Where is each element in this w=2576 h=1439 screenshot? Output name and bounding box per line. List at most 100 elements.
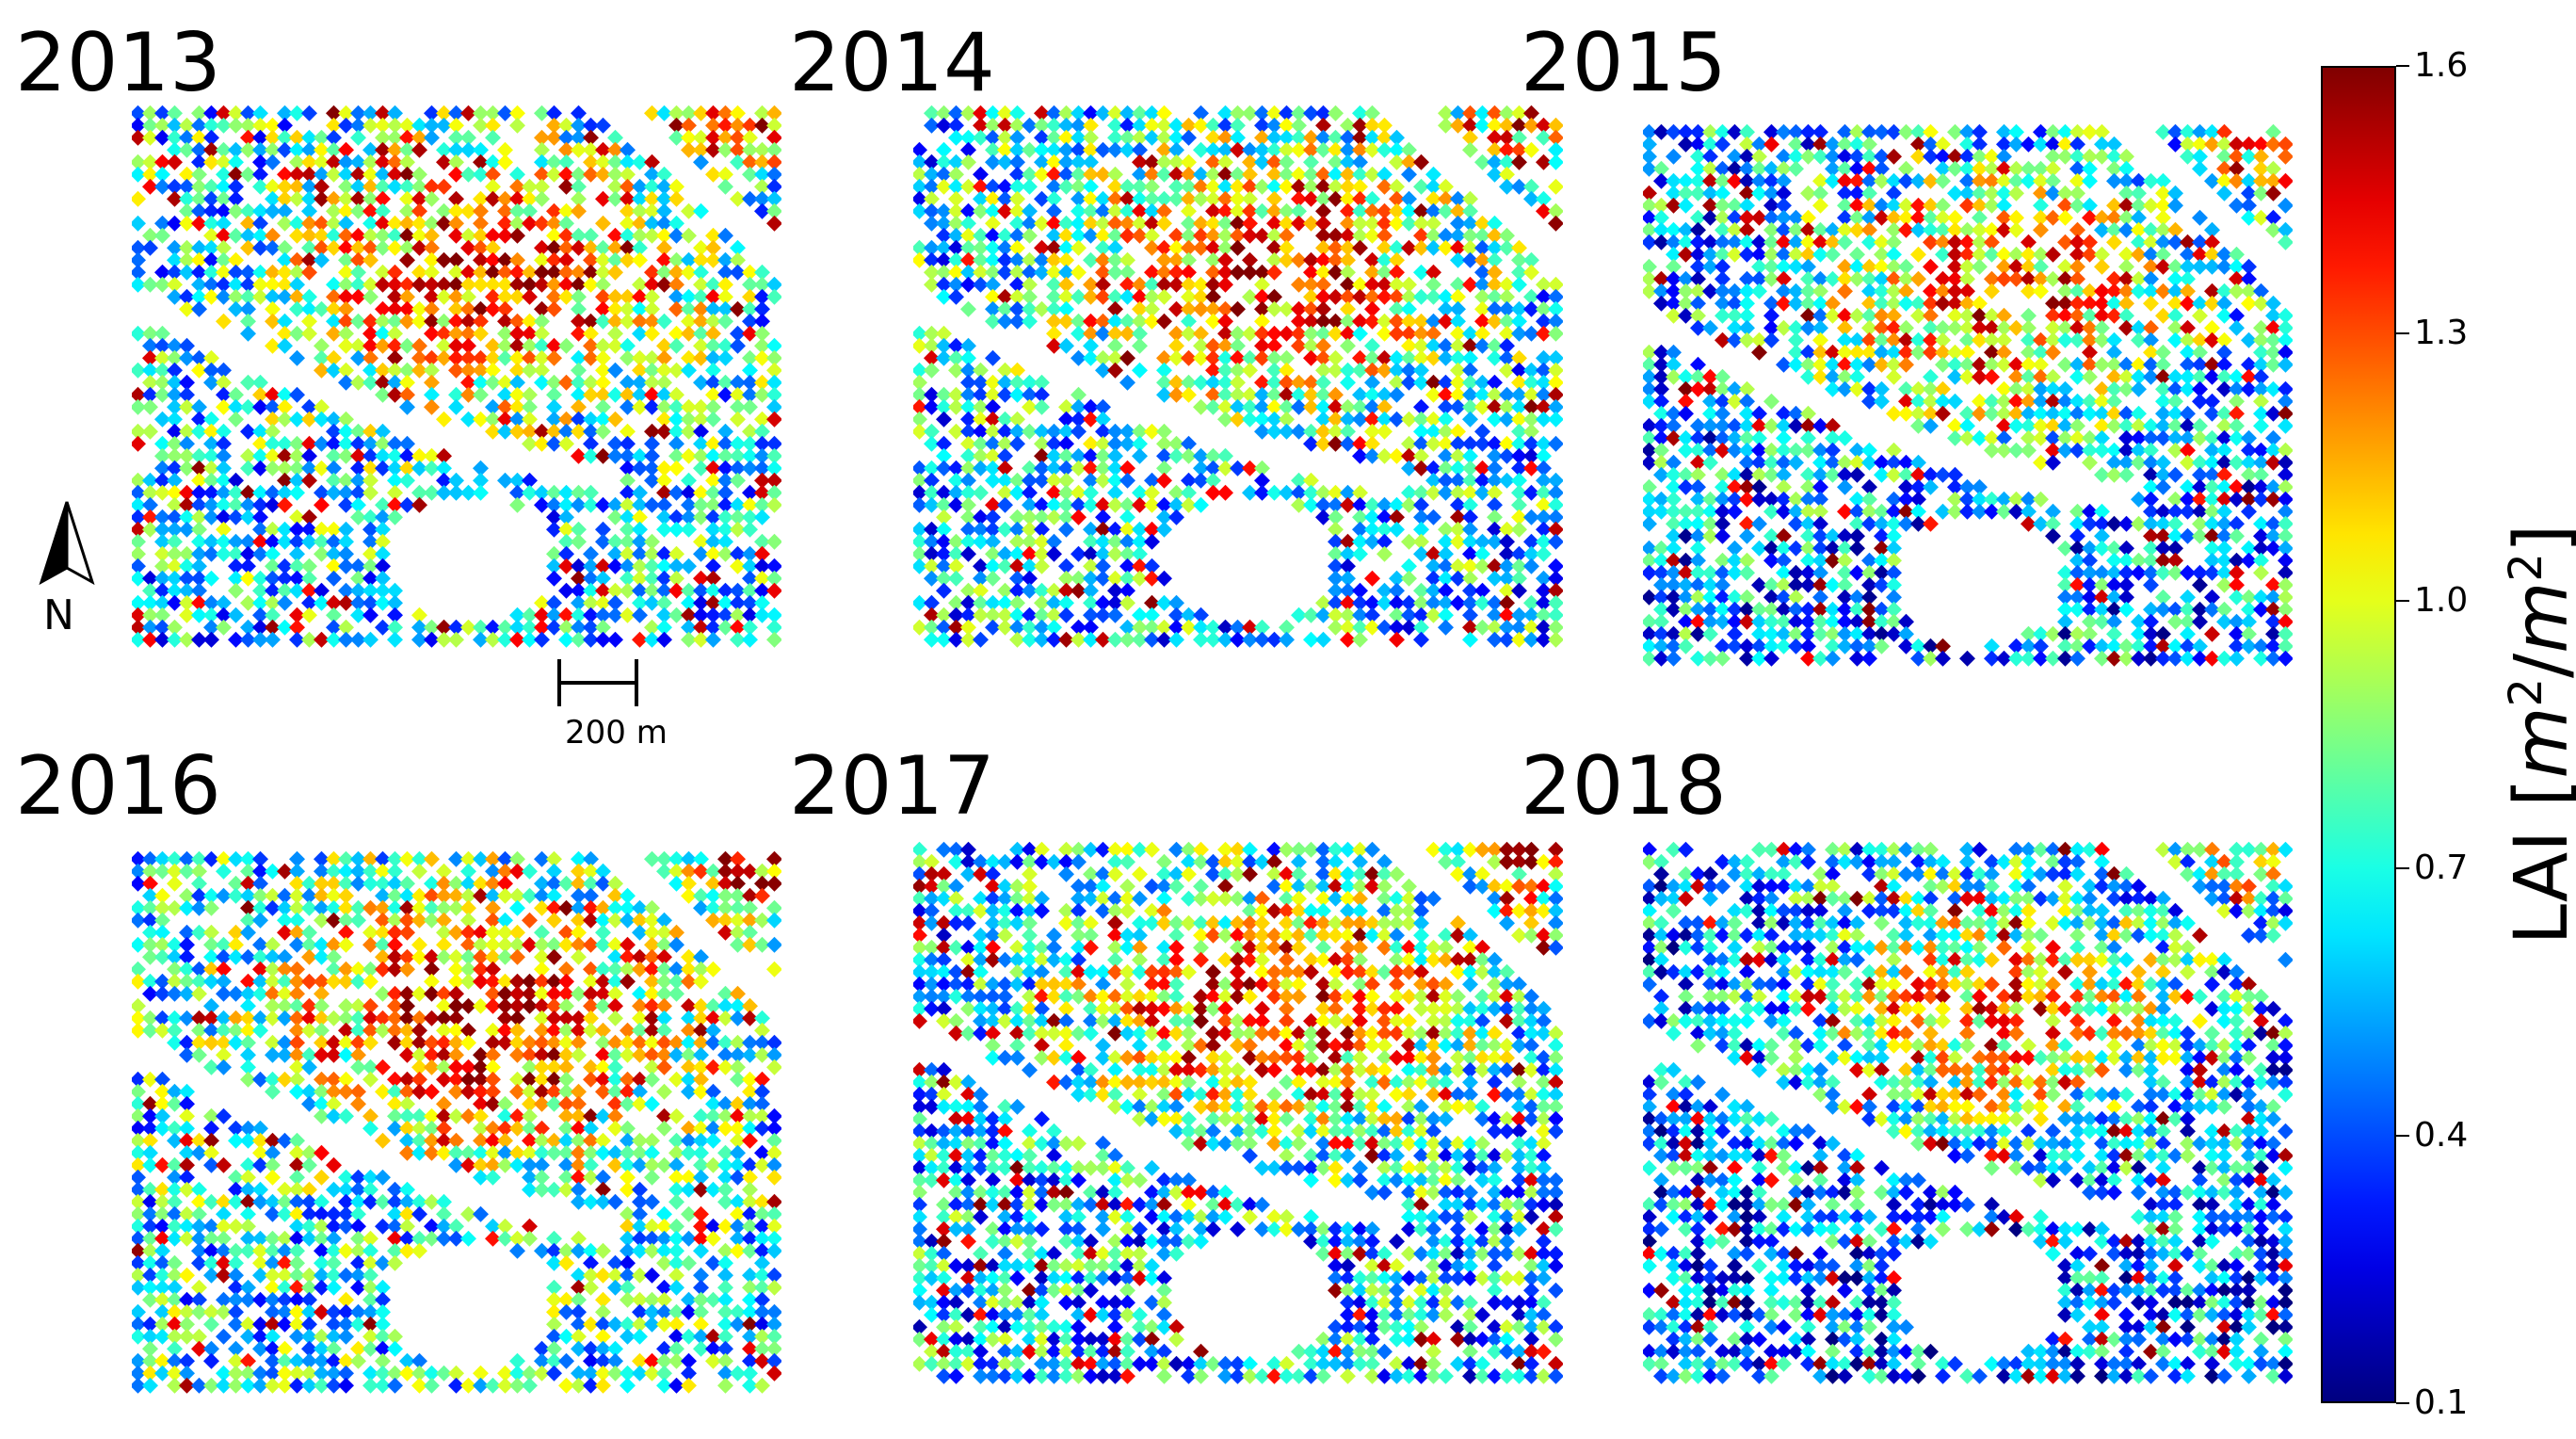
lai-pixel — [571, 227, 587, 244]
lai-pixel — [375, 423, 391, 440]
lai-pixel — [1340, 337, 1356, 354]
lai-pixel — [265, 337, 281, 354]
lai-pixel — [485, 619, 501, 636]
lai-pixel — [742, 154, 758, 170]
lai-pixel — [179, 300, 195, 317]
lai-pixel — [693, 631, 709, 648]
lai-pixel — [534, 239, 550, 256]
lai-pixel — [693, 239, 709, 256]
lai-pixel — [1898, 356, 1914, 373]
lai-pixel — [509, 496, 525, 513]
lai-pixel — [387, 349, 403, 366]
lai-pixel — [240, 288, 256, 305]
lai-pixel — [1156, 521, 1172, 538]
lai-pixel — [399, 313, 415, 330]
lai-pixel — [240, 374, 256, 391]
lai-pixel — [424, 313, 440, 330]
lai-pixel — [632, 276, 648, 293]
lai-pixel — [766, 582, 781, 599]
lai-pixel — [277, 276, 293, 293]
lai-pixel — [411, 863, 427, 880]
lai-pixel — [448, 386, 464, 403]
lai-pixel — [730, 850, 746, 867]
lai-pixel — [595, 313, 611, 330]
lai-pixel — [362, 325, 378, 342]
lai-pixel — [2265, 185, 2281, 202]
lai-pixel — [399, 447, 415, 464]
lai-pixel — [2045, 246, 2061, 263]
lai-pixel — [448, 631, 464, 648]
lai-pixel — [668, 509, 684, 525]
lai-pixel — [326, 447, 342, 464]
lai-pixel — [742, 863, 758, 880]
lai-pixel — [546, 227, 562, 244]
lai-pixel — [338, 276, 354, 293]
lai-pixel — [216, 423, 232, 440]
lai-pixel — [1071, 509, 1087, 525]
lai-pixel — [668, 264, 684, 281]
lai-pixel — [252, 239, 268, 256]
lai-pixel — [681, 850, 697, 867]
lai-pixel — [754, 105, 770, 121]
lai-pixel — [411, 349, 427, 366]
lai-pixel — [534, 496, 550, 513]
lai-pixel — [326, 570, 342, 587]
lai-pixel — [497, 337, 513, 354]
lai-pixel — [240, 313, 256, 330]
lai-pixel — [546, 264, 562, 281]
lai-pixel — [607, 386, 623, 403]
lai-pixel — [620, 570, 636, 587]
lai-pixel — [595, 349, 611, 366]
lai-pixel — [203, 374, 219, 391]
lai-pixel — [485, 227, 501, 244]
lai-pixel — [571, 325, 587, 342]
lai-pixel — [595, 141, 611, 158]
lai-pixel — [742, 362, 758, 379]
lai-pixel — [632, 631, 648, 648]
lai-pixel — [534, 300, 550, 317]
lai-pixel — [142, 239, 158, 256]
lai-pixel — [375, 374, 391, 391]
lai-pixel — [936, 325, 952, 342]
lai-pixel — [1034, 558, 1050, 574]
lai-pixel — [546, 300, 562, 317]
lai-pixel — [326, 411, 342, 428]
lai-pixel — [754, 386, 770, 403]
lai-pixel — [252, 435, 268, 452]
lai-pixel — [203, 570, 219, 587]
lai-pixel — [132, 362, 146, 379]
lai-pixel — [216, 264, 232, 281]
lai-pixel — [717, 447, 733, 464]
lai-pixel — [913, 239, 927, 256]
lai-pixel — [1340, 374, 1356, 391]
lai-pixel — [1715, 136, 1731, 153]
lai-pixel — [766, 202, 781, 219]
lai-pixel — [485, 154, 501, 170]
lai-pixel — [1058, 606, 1074, 623]
lai-pixel — [705, 398, 721, 415]
lai-pixel — [362, 484, 378, 501]
lai-pixel — [705, 594, 721, 611]
lai-pixel — [534, 264, 550, 281]
lai-pixel — [216, 276, 232, 293]
lai-pixel — [399, 460, 415, 477]
lai-pixel — [179, 288, 195, 305]
lai-pixel — [534, 423, 550, 440]
lai-pixel — [1678, 638, 1694, 655]
lai-pixel — [1523, 141, 1539, 158]
lai-pixel — [595, 496, 611, 513]
lai-pixel — [936, 227, 952, 244]
lai-pixel — [717, 594, 733, 611]
lai-pixel — [252, 374, 268, 391]
lai-pixel — [656, 570, 672, 587]
lai-pixel — [314, 435, 330, 452]
lai-pixel — [167, 239, 183, 256]
lai-pixel — [240, 398, 256, 415]
lai-pixel — [265, 423, 281, 440]
lai-pixel — [191, 288, 207, 305]
lai-pixel — [546, 509, 562, 525]
lai-pixel — [644, 435, 660, 452]
lai-pixel — [948, 337, 964, 354]
lai-pixel — [301, 105, 317, 121]
lai-pixel — [924, 386, 940, 403]
